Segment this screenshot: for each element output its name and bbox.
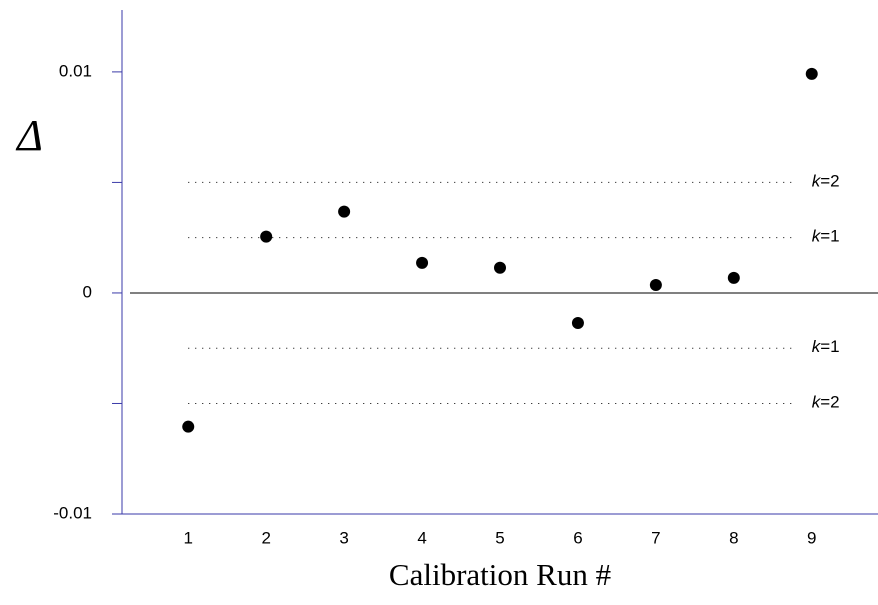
point (805, 67, 818, 80)
point (494, 261, 506, 274)
point (338, 205, 351, 218)
point (260, 230, 273, 243)
reference-label: k=2 (812, 393, 840, 412)
reference-label: k=1 (812, 338, 840, 357)
y-tick-label: -0.01 (53, 503, 92, 522)
x-tick-label: 1 (184, 528, 193, 547)
point (416, 256, 429, 269)
x-tick-label: 5 (495, 528, 504, 547)
point (182, 420, 195, 433)
x-axis-label: Calibration Run # (389, 557, 611, 592)
x-tick-label: 2 (261, 528, 270, 547)
x-tick-label: 8 (729, 528, 738, 547)
point (649, 278, 662, 291)
point (571, 317, 584, 330)
x-tick-label: 4 (417, 528, 426, 547)
y-axis-label: Δ (15, 111, 43, 160)
reference-label: k=2 (812, 172, 840, 191)
y-tick-label: 0 (83, 282, 92, 301)
x-tick-label: 3 (339, 528, 348, 547)
reference-label: k=1 (812, 227, 840, 246)
y-tick-label: 0.01 (59, 61, 92, 80)
x-tick-label: 6 (573, 528, 582, 547)
x-tick-label: 9 (807, 528, 816, 547)
point (727, 271, 740, 284)
x-tick-label: 7 (651, 528, 660, 547)
